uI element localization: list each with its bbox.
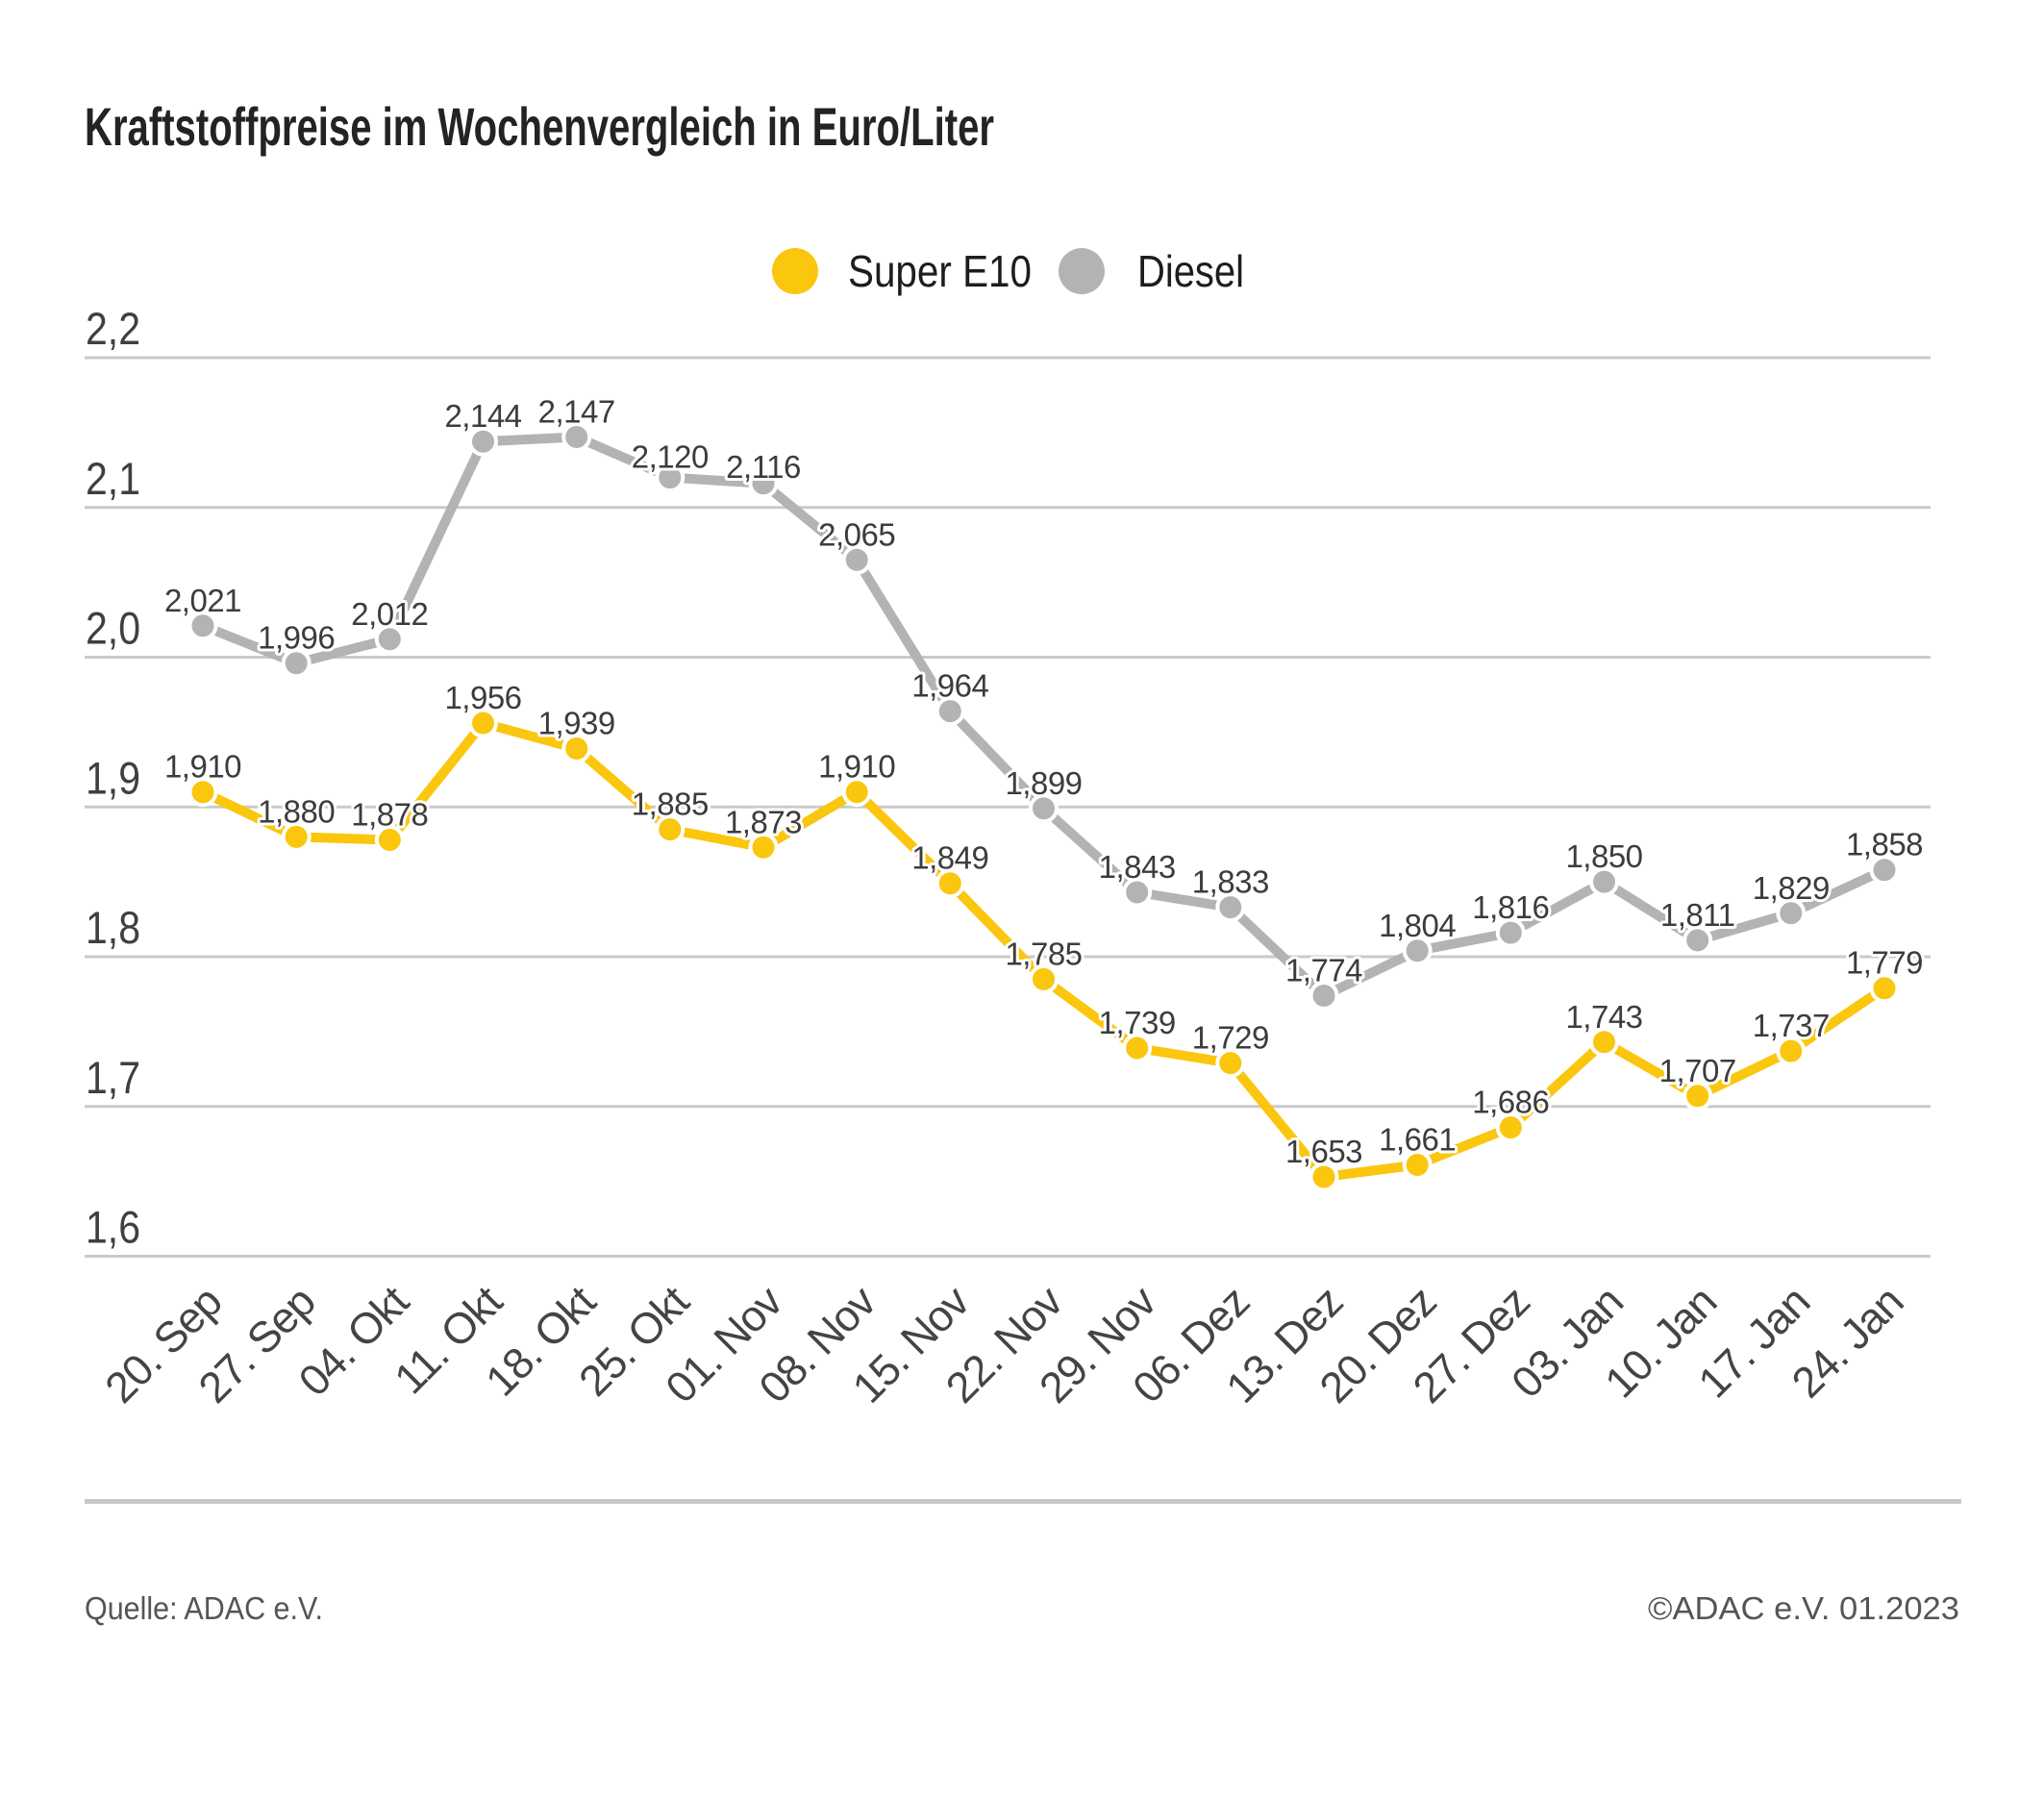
svg-text:2,021: 2,021 [164, 583, 241, 618]
svg-text:1,739: 1,739 [1099, 1005, 1176, 1040]
svg-text:2,1: 2,1 [86, 453, 140, 504]
svg-text:2,0: 2,0 [86, 603, 140, 654]
svg-text:1,774: 1,774 [1285, 953, 1362, 988]
svg-text:1,829: 1,829 [1753, 870, 1830, 906]
svg-text:1,878: 1,878 [351, 797, 428, 833]
svg-text:1,964: 1,964 [911, 668, 988, 704]
svg-text:1,885: 1,885 [632, 787, 709, 822]
svg-text:1,956: 1,956 [444, 680, 521, 715]
svg-text:1,910: 1,910 [818, 749, 895, 785]
svg-text:Diesel: Diesel [1137, 246, 1244, 296]
svg-text:2,147: 2,147 [538, 394, 615, 430]
svg-text:1,858: 1,858 [1846, 827, 1923, 862]
svg-text:©ADAC e.V. 01.2023: ©ADAC e.V. 01.2023 [1648, 1590, 1959, 1626]
svg-text:1,843: 1,843 [1099, 849, 1176, 885]
svg-text:1,850: 1,850 [1565, 838, 1642, 874]
svg-text:1,6: 1,6 [86, 1202, 140, 1253]
svg-text:1,661: 1,661 [1379, 1122, 1456, 1158]
svg-text:1,880: 1,880 [258, 793, 335, 829]
svg-text:1,873: 1,873 [725, 804, 802, 839]
svg-text:2,2: 2,2 [86, 303, 140, 354]
svg-text:1,899: 1,899 [1005, 765, 1082, 801]
svg-text:2,065: 2,065 [818, 516, 895, 552]
svg-text:1,707: 1,707 [1659, 1053, 1736, 1088]
svg-text:1,7: 1,7 [86, 1052, 140, 1103]
svg-text:2,116: 2,116 [726, 449, 801, 485]
svg-text:Super E10: Super E10 [848, 246, 1032, 296]
svg-text:1,9: 1,9 [86, 752, 140, 803]
svg-text:1,785: 1,785 [1005, 936, 1082, 971]
svg-text:1,849: 1,849 [911, 840, 988, 876]
svg-text:Kraftstoffpreise im Wochenverg: Kraftstoffpreise im Wochenvergleich in E… [85, 96, 994, 157]
svg-text:1,811: 1,811 [1660, 897, 1735, 933]
svg-text:Quelle: ADAC e.V.: Quelle: ADAC e.V. [85, 1590, 323, 1626]
svg-text:1,8: 1,8 [86, 902, 140, 953]
svg-text:2,012: 2,012 [351, 596, 428, 632]
svg-text:2,144: 2,144 [444, 398, 521, 434]
svg-text:1,729: 1,729 [1192, 1020, 1269, 1056]
svg-text:1,833: 1,833 [1192, 864, 1269, 900]
svg-text:1,743: 1,743 [1565, 999, 1642, 1035]
svg-text:1,910: 1,910 [164, 749, 241, 785]
svg-text:1,804: 1,804 [1379, 908, 1456, 943]
svg-text:1,996: 1,996 [258, 620, 335, 656]
svg-text:1,779: 1,779 [1846, 945, 1923, 981]
svg-text:1,816: 1,816 [1472, 889, 1549, 925]
svg-text:1,737: 1,737 [1753, 1008, 1830, 1043]
svg-text:1,653: 1,653 [1285, 1134, 1362, 1169]
svg-text:1,686: 1,686 [1472, 1085, 1549, 1120]
svg-text:1,939: 1,939 [538, 706, 615, 741]
svg-text:2,120: 2,120 [632, 439, 709, 475]
